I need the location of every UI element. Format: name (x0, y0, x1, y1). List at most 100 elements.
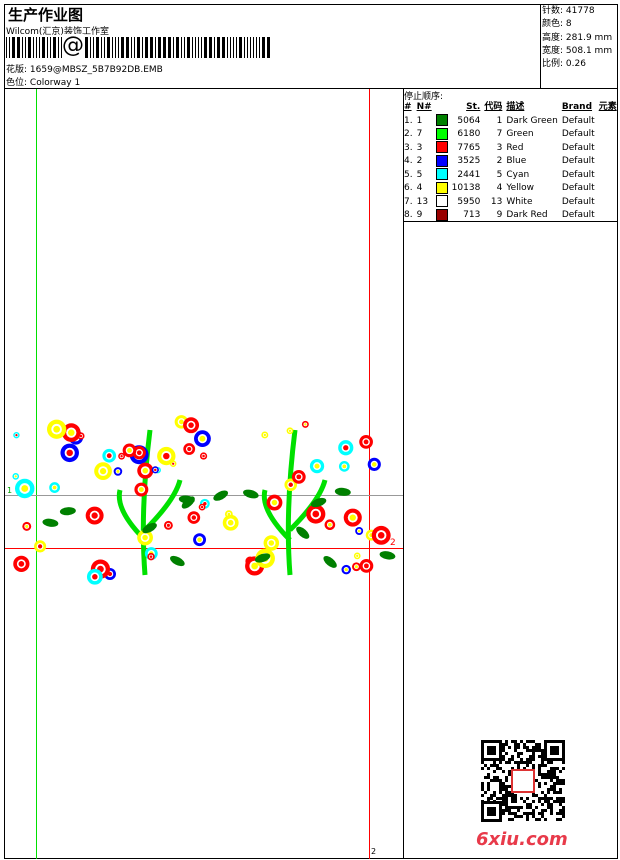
code: 2 (496, 156, 503, 167)
stitches: 7765 (457, 142, 481, 153)
flower (199, 452, 208, 460)
table-row: 1. 1 5064 1 Dark Green Default (402, 114, 619, 128)
leaf (142, 522, 157, 534)
leaf (254, 553, 271, 563)
description: Dark Red (506, 210, 548, 221)
flower (118, 452, 126, 460)
flower (137, 529, 153, 546)
leaf (334, 487, 351, 496)
color-swatch (435, 168, 448, 181)
brand: Default (561, 169, 595, 180)
flower (309, 458, 325, 474)
color-swatch (435, 127, 448, 140)
flower (22, 521, 32, 531)
flower (359, 435, 373, 449)
flower (157, 446, 176, 466)
flower (163, 520, 173, 530)
flower (151, 466, 159, 474)
column-header (434, 101, 450, 114)
flower (324, 519, 336, 531)
flower (47, 419, 67, 439)
flower (61, 423, 81, 442)
flower (86, 568, 103, 585)
flower (94, 462, 112, 481)
flower (102, 448, 117, 463)
leaf (296, 526, 310, 539)
description: White (506, 196, 533, 207)
stat-label: 高度: (542, 32, 564, 43)
flower (261, 431, 269, 439)
watermark-logo: 6xiu.com (476, 829, 568, 850)
stat-value: 0.26 (565, 59, 586, 70)
code: 5 (496, 169, 503, 180)
flower (193, 533, 207, 547)
leaf (323, 555, 337, 568)
stat-row: 宽度: 508.1 mm (542, 45, 612, 58)
color-swatch (435, 154, 448, 167)
brand: Default (561, 183, 595, 194)
description: Red (506, 142, 524, 153)
flower (343, 508, 362, 527)
flower (338, 440, 354, 456)
seq: 2. (404, 129, 413, 140)
needle: 7 (416, 129, 423, 140)
needle: 5 (416, 169, 423, 180)
description: Yellow (506, 183, 535, 194)
seq: 8. (404, 210, 413, 221)
needle: 13 (416, 196, 429, 207)
flower (367, 457, 381, 471)
seq: 3. (404, 142, 413, 153)
column-header: 描述 (506, 102, 525, 113)
red-guide-line-horizontal (5, 548, 403, 549)
needle: 9 (416, 210, 423, 221)
code: 9 (496, 210, 503, 221)
flower (187, 511, 201, 524)
seq: 1. (404, 115, 413, 126)
brand: Default (561, 196, 595, 207)
flower (134, 482, 149, 497)
stitches: 713 (463, 210, 481, 221)
code: 7 (496, 129, 503, 140)
stop-sequence-table: # N# St. 代码 描述 Brand 元素 1. 1 5064 1 Dark Green Defau… (402, 101, 619, 222)
description: Cyan (506, 169, 530, 180)
flower (198, 503, 206, 511)
stitches: 5064 (457, 115, 481, 126)
barcode: @ (6, 33, 270, 58)
flower (13, 555, 30, 573)
needle: 3 (416, 142, 423, 153)
brand: Default (561, 156, 595, 167)
stat-label: 颜色: (542, 19, 564, 30)
table-row: 7. 13 5950 13 White Default (402, 195, 619, 209)
brand: Default (561, 210, 595, 221)
flower (352, 562, 361, 572)
flower (85, 506, 104, 525)
stitches: 3525 (457, 156, 481, 167)
code: 1 (496, 115, 503, 126)
stat-row: 针数: 41778 (542, 5, 612, 18)
flower (34, 540, 47, 553)
stitches: 2441 (457, 169, 481, 180)
marker-2: 2 (390, 538, 396, 548)
description: Dark Green (506, 115, 558, 126)
flower (338, 461, 350, 472)
flower (355, 526, 364, 535)
flower (113, 467, 123, 476)
table-row: 4. 2 3525 2 Blue Default (402, 154, 619, 169)
stat-row: 比例: 0.26 (542, 58, 612, 71)
flower (286, 427, 294, 435)
barcode-symbol: @ (62, 33, 84, 58)
flower (353, 552, 361, 560)
flower (183, 443, 196, 455)
flower (147, 552, 155, 561)
flower (137, 462, 154, 479)
marker-2-bottom: 2 (371, 847, 377, 856)
flower (122, 443, 137, 458)
stitches: 6180 (457, 129, 481, 140)
seq: 6. (404, 183, 413, 194)
stats-divider (540, 4, 541, 88)
stitches: 5950 (457, 196, 481, 207)
leaf (310, 497, 327, 508)
leaf (379, 551, 396, 560)
color-swatch (435, 195, 448, 208)
colorway-label: 色位: (6, 78, 28, 88)
